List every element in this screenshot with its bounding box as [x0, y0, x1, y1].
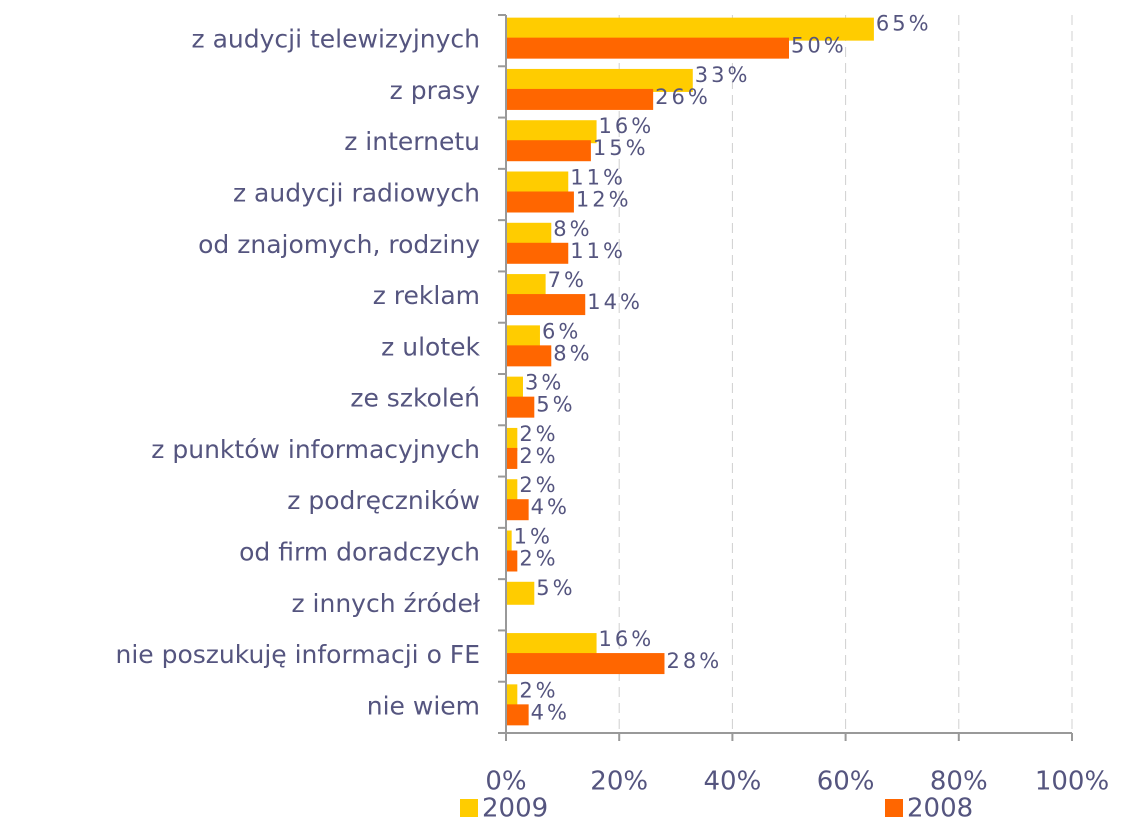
x-tick-label: 0%	[485, 767, 526, 797]
value-label: 2%	[519, 444, 558, 468]
category-label: z internetu	[344, 127, 480, 156]
category-label: z reklam	[373, 281, 480, 310]
bar	[506, 499, 529, 521]
bar	[506, 447, 518, 469]
x-tick-label: 20%	[590, 767, 648, 797]
bar	[506, 427, 518, 451]
bar	[506, 120, 597, 144]
value-label: 14%	[587, 290, 643, 314]
category-label: z audycji radiowych	[233, 179, 480, 208]
bar	[506, 633, 597, 657]
bar	[506, 294, 586, 316]
bar	[506, 17, 874, 41]
legend-swatch	[885, 799, 903, 817]
value-label: 16%	[599, 627, 655, 651]
x-tick-label: 40%	[704, 767, 762, 797]
value-label: 8%	[553, 217, 592, 241]
bar	[506, 376, 523, 400]
value-label: 11%	[570, 166, 626, 190]
bar	[506, 171, 569, 195]
legend-label: 2009	[482, 794, 548, 823]
bar	[506, 325, 540, 349]
value-label: 2%	[519, 547, 558, 571]
bar	[506, 345, 552, 367]
value-label: 2%	[519, 678, 558, 702]
x-tick-label: 100%	[1035, 767, 1109, 797]
value-label: 6%	[542, 319, 581, 343]
legend-swatch	[460, 799, 478, 817]
value-label: 4%	[531, 495, 570, 519]
bar	[506, 242, 569, 264]
value-label: 2%	[519, 473, 558, 497]
value-label: 8%	[553, 341, 592, 365]
value-label: 28%	[666, 649, 722, 673]
bar	[506, 88, 654, 110]
bar	[506, 581, 535, 605]
value-label: 15%	[593, 136, 649, 160]
value-label: 1%	[514, 525, 553, 549]
category-label: z podręczników	[287, 486, 480, 515]
bar	[506, 191, 574, 213]
category-label: ze szkoleń	[350, 384, 480, 413]
value-label: 4%	[531, 700, 570, 724]
category-label: od firm doradczych	[239, 538, 480, 567]
category-label: z audycji telewizyjnych	[192, 25, 480, 54]
category-label: z innych źródeł	[291, 589, 480, 618]
bar	[506, 479, 518, 503]
bar	[506, 68, 693, 92]
category-label: nie poszukuję informacji o FE	[115, 640, 480, 669]
category-label: nie wiem	[367, 691, 480, 720]
bar	[506, 550, 518, 572]
value-label: 11%	[570, 239, 626, 263]
bar	[506, 530, 512, 554]
value-label: 65%	[876, 12, 932, 36]
x-tick-label: 80%	[930, 767, 988, 797]
bar	[506, 653, 665, 675]
value-label: 2%	[519, 422, 558, 446]
value-label: 5%	[536, 576, 575, 600]
category-label: z punktów informacyjnych	[151, 435, 480, 464]
bar	[506, 37, 789, 59]
value-label: 3%	[525, 371, 564, 395]
legend-label: 2008	[907, 794, 973, 823]
value-label: 33%	[695, 63, 751, 87]
bar	[506, 222, 552, 246]
value-label: 50%	[791, 34, 847, 58]
value-label: 16%	[599, 114, 655, 138]
bar	[506, 704, 529, 726]
value-label: 7%	[548, 268, 587, 292]
category-label: od znajomych, rodziny	[198, 230, 480, 259]
bar	[506, 274, 546, 298]
value-label: 12%	[576, 188, 632, 212]
value-label: 26%	[655, 85, 711, 109]
bar	[506, 396, 535, 418]
bar	[506, 684, 518, 708]
category-label: z prasy	[390, 76, 481, 105]
x-tick-label: 60%	[817, 767, 875, 797]
category-label: z ulotek	[381, 332, 480, 361]
bar	[506, 140, 591, 162]
value-label: 5%	[536, 393, 575, 417]
